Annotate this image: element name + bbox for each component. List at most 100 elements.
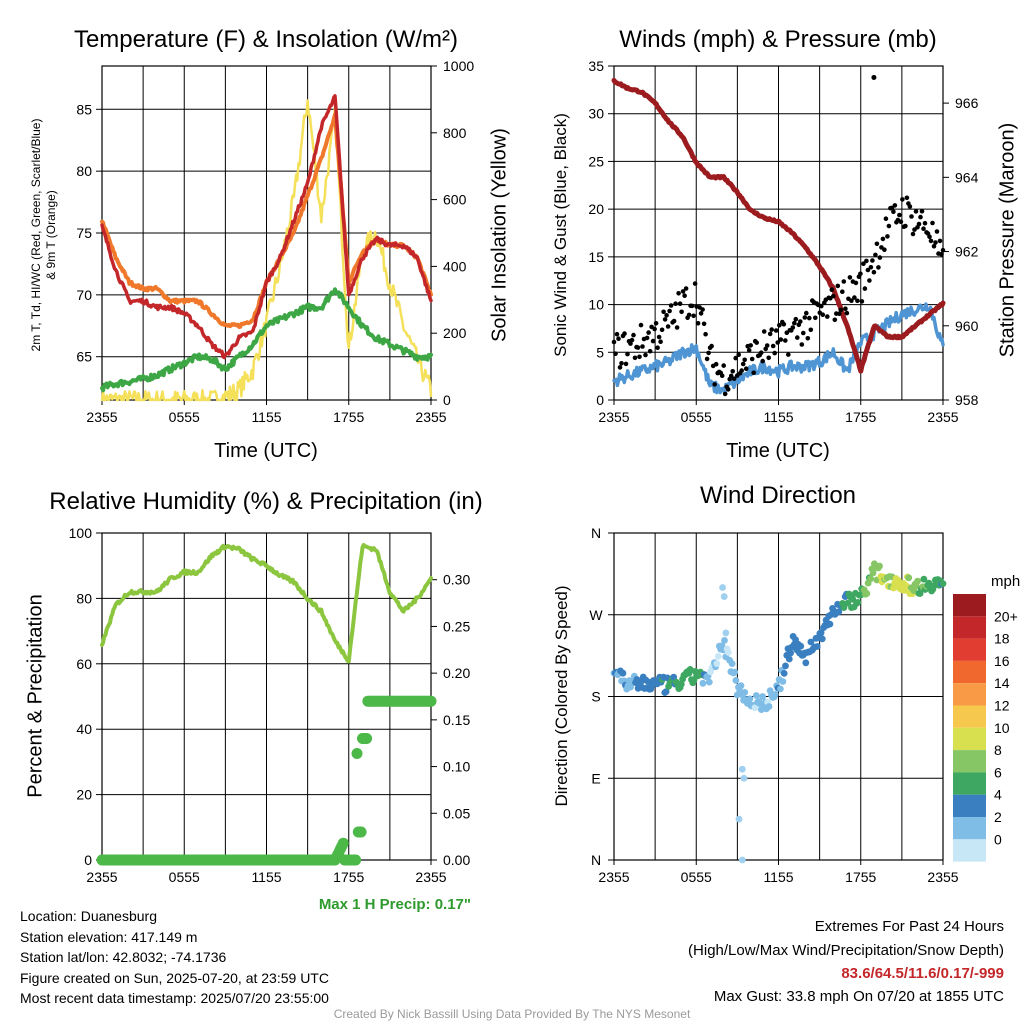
gust-point [689,303,695,309]
figure-created: Figure created on Sun, 2025-07-20, at 23… [20,970,329,986]
gust-point [922,220,928,226]
wind-direction-point [670,673,678,681]
gust-point [635,345,641,350]
gust-point [897,212,902,218]
gust-point [679,309,684,315]
gust-point [746,348,752,353]
wind-direction-point [826,620,834,628]
wind-direction-point [844,599,852,607]
gust-point [778,337,784,342]
gust-point [650,338,656,344]
gust-point [770,343,776,349]
colorbar-label: 10 [994,720,1010,736]
gust-point [928,238,934,244]
colorbar-swatch [953,839,986,862]
gust-point [825,314,830,319]
station-latlon: Station lat/lon: 42.8032; -74.1736 [20,949,227,965]
dir-ytick-label: N [591,525,601,541]
gust-point [907,204,913,209]
dir-ytick-label: S [591,689,600,705]
gust-point [904,195,910,201]
gust-point [799,342,805,347]
gust-point [668,303,674,308]
wind-direction-point [738,765,746,773]
gust-point [640,344,645,349]
gust-point [676,291,681,296]
gust-point [721,363,726,368]
gust-point [898,219,904,224]
gust-point [918,214,923,220]
rh-ytick-label: 0.15 [443,712,470,728]
wind-xtick-label: 2355 [598,409,629,425]
gust-point [625,351,630,357]
wind-direction-point [732,677,740,684]
dir-y-axis-label: Direction (Colored By Speed) [552,585,571,807]
temp-x-axis-label: Time (UTC) [214,440,318,462]
dir-xtick-label: 0555 [681,869,712,885]
gust-point [927,234,932,239]
gust-point [934,229,940,234]
wind-direction-point [735,815,743,823]
gust-point [644,335,650,341]
wind-direction-point [759,693,766,700]
credit-line: Created By Nick Bassill Using Data Provi… [333,1007,691,1021]
gust-point [653,321,659,326]
wind-direction-point [840,604,848,611]
gust-point [682,293,687,299]
gust-point [646,330,651,335]
temp-xtick-label: 2355 [415,409,446,425]
extremes-subtitle: (High/Low/Max Wind/Precipitation/Snow De… [688,942,1004,959]
wind-direction-point [713,660,721,667]
temp-ytick-label: 600 [443,192,467,208]
temp-ytick-label: 75 [76,225,92,241]
gust-point [820,312,826,318]
gust-point [631,332,636,338]
wind-direction-point [740,774,748,782]
gust-point [882,247,887,252]
wind-direction-point [787,649,794,657]
gust-point [840,289,845,295]
wind-xtick-label: 1155 [763,409,793,425]
rh-xtick-label: 2355 [86,869,117,885]
gust-point [661,309,666,315]
wind-direction-point [807,638,815,646]
gust-point [611,339,617,345]
wind-ytick-label: 10 [588,297,604,313]
gust-point [786,352,791,357]
gust-point [659,327,665,333]
gust-point [873,252,878,258]
wind-direction-point [741,689,749,696]
precip-point [337,837,349,849]
gust-point [940,247,946,253]
gust-point [664,313,669,318]
wind-direction-point [854,599,862,606]
gust-point [769,327,774,332]
gust-point [865,267,871,273]
gust-point [754,340,759,345]
temp-y2-axis-label: Solar Insolation (Yellow) [488,128,511,342]
gust-point [736,352,741,358]
gust-point [629,337,635,343]
gust-point [931,244,937,249]
wind-direction-point [779,678,787,685]
gust-point [913,209,919,214]
rh-xtick-label: 1155 [251,869,281,885]
gust-point [886,223,892,229]
gust-point [766,355,771,361]
colorbar-swatch [953,750,986,773]
temp-2m-line [100,94,433,360]
wind-direction-point [705,678,713,686]
wind-ytick-label: 958 [955,392,979,408]
rh-ytick-label: 20 [76,787,92,803]
gust-point [701,321,707,327]
colorbar-label: 4 [994,787,1002,803]
rh-ytick-label: 0.20 [443,665,470,681]
gust-point [900,197,905,202]
colorbar-label: 6 [994,764,1002,780]
gust-point [677,301,683,307]
gust-point [671,318,677,324]
wind-direction-point [835,608,843,616]
temp-panel-title: Temperature (F) & Insolation (W/m²) [73,26,459,53]
gust-point [867,278,872,283]
colorbar-swatch [953,794,986,817]
